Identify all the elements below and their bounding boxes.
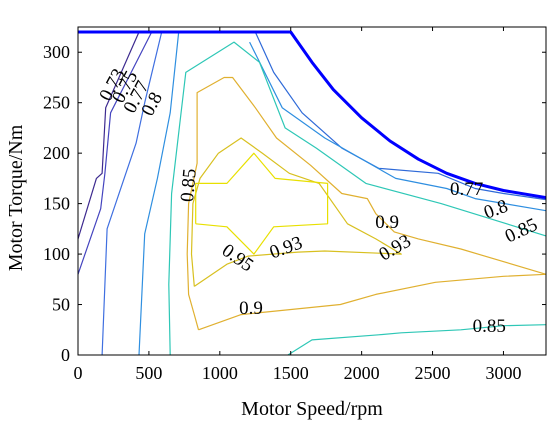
- contour-line-0_9-8: [186, 76, 547, 330]
- contour-labels: 0.730.750.770.80.850.95 0.930.90.90.930.7…: [95, 65, 540, 337]
- y-tick-label-300: 300: [43, 42, 70, 62]
- y-tick-label-200: 200: [43, 143, 70, 163]
- contour-label-12: 0.85: [502, 214, 541, 247]
- y-tick-label-250: 250: [43, 93, 70, 113]
- torque-limit-line: [78, 30, 547, 200]
- contour-label-7: 0.9: [239, 298, 263, 319]
- y-tick-label-100: 100: [43, 244, 70, 264]
- y-tick-label-150: 150: [43, 194, 70, 214]
- plot-frame: [77, 26, 547, 356]
- contour-label-4: 0.85: [177, 168, 201, 203]
- contour-label-8: 0.9: [375, 212, 399, 233]
- contour-line-0_8-3: [138, 31, 180, 356]
- contour-line-0_75-1: [77, 31, 153, 275]
- contour-line-0_77-2: [101, 31, 163, 356]
- x-tick-label-0: 0: [74, 363, 83, 383]
- x-tick-label-2500: 2500: [415, 363, 451, 383]
- contour-label-13: 0.85: [473, 316, 506, 337]
- x-tick-label-1000: 1000: [202, 363, 238, 383]
- y-tick-label-0: 0: [61, 345, 70, 365]
- contour-label-6: 0.93: [267, 232, 305, 263]
- torque-limit-boundary: [78, 30, 547, 200]
- contour-line-0_93-10: [190, 137, 402, 287]
- contour-label-5: 0.95: [218, 240, 257, 276]
- x-tick-label-3000: 3000: [485, 363, 521, 383]
- y-axis-title: Motor Torque/Nm: [5, 124, 27, 271]
- axis-ticks: 0 500 1000 1500 2000 2500 3000 0 50 100 150 200 250 3…: [43, 27, 546, 383]
- x-tick-label-1500: 1500: [273, 363, 309, 383]
- contour-line-0_77-4: [254, 31, 547, 201]
- x-tick-label-500: 500: [135, 363, 162, 383]
- contour-line-0_95-11: [195, 152, 329, 255]
- x-tick-label-2000: 2000: [344, 363, 380, 383]
- contour-label-10: 0.77: [450, 179, 483, 200]
- contour-line-0_85-7: [287, 324, 547, 356]
- x-axis-title: Motor Speed/rpm: [241, 398, 383, 420]
- contour-line-0_9-9: [198, 273, 547, 331]
- contour-lines: [77, 31, 547, 356]
- contour-line-0_85-6: [168, 41, 547, 356]
- contour-line-0_73-0: [77, 31, 140, 240]
- contour-line-0_8-5: [249, 41, 547, 212]
- y-tick-label-50: 50: [52, 295, 70, 315]
